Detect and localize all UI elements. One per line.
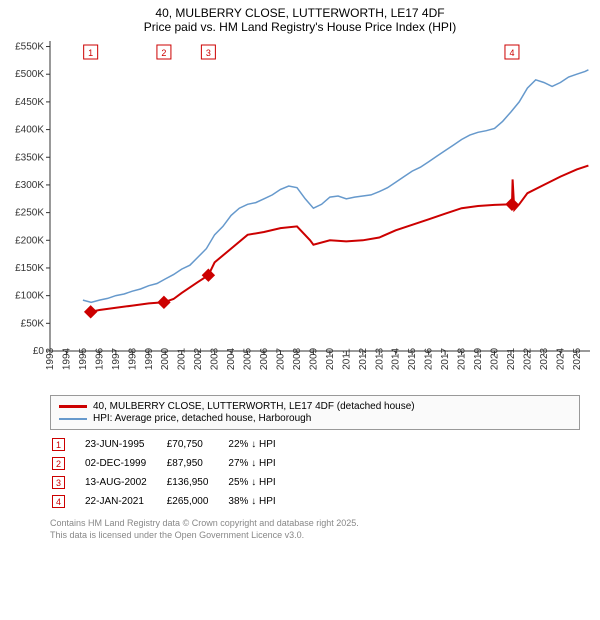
x-tick-label: 2008 [292,347,303,370]
transaction-row: 3 13-AUG-2002£136,95025% ↓ HPI [52,474,294,491]
legend-swatch [59,405,87,408]
transaction-row: 2 02-DEC-1999£87,95027% ↓ HPI [52,455,294,472]
x-tick-label: 1996 [94,347,105,370]
transaction-date: 13-AUG-2002 [85,474,165,491]
legend-swatch [59,418,87,420]
transaction-row: 1 23-JUN-1995£70,75022% ↓ HPI [52,436,294,453]
transaction-date: 22-JAN-2021 [85,493,165,510]
transaction-marker: 3 [52,476,65,489]
transaction-date: 02-DEC-1999 [85,455,165,472]
x-tick-label: 2025 [572,347,583,370]
x-tick-label: 2016 [424,347,435,370]
x-tick-label: 2011 [341,348,352,370]
transaction-delta: 27% ↓ HPI [228,455,293,472]
legend-item: 40, MULBERRY CLOSE, LUTTERWORTH, LE17 4D… [59,401,571,412]
x-tick-label: 2000 [160,347,171,370]
transaction-delta: 38% ↓ HPI [228,493,293,510]
x-tick-label: 1994 [61,347,72,370]
price-marker [85,306,97,318]
y-tick-label: £550K [15,42,44,53]
marker-ref-num: 1 [88,48,93,58]
transactions-table: 1 23-JUN-1995£70,75022% ↓ HPI 2 02-DEC-1999… [50,434,296,512]
x-tick-label: 2013 [374,347,385,370]
footnote-line-2: This data is licensed under the Open Gov… [50,530,580,542]
x-tick-label: 2004 [226,347,237,370]
legend-item: HPI: Average price, detached house, Harb… [59,413,571,424]
line-chart: £0 £50K £100K £150K £200K £250K £300K £350K £400… [0,36,600,391]
x-tick-label: 2022 [522,347,533,370]
series-price_paid [91,166,589,312]
y-tick-label: £400K [15,125,44,136]
x-tick-label: 2012 [358,347,369,370]
x-tick-label: 1993 [45,347,56,370]
x-tick-label: 2021 [506,347,517,370]
transaction-price: £70,750 [167,436,227,453]
price-marker [202,269,214,281]
price-marker [158,296,170,308]
y-tick-label: £50K [21,318,45,329]
x-tick-label: 2005 [243,347,254,370]
legend-label: HPI: Average price, detached house, Harb… [93,413,311,424]
x-tick-label: 2014 [391,347,402,370]
transaction-marker: 2 [52,457,65,470]
chart-container: £0 £50K £100K £150K £200K £250K £300K £350K £400… [0,36,600,391]
marker-ref-num: 3 [206,48,211,58]
x-tick-label: 1999 [144,347,155,370]
x-tick-label: 1997 [111,347,122,370]
x-tick-label: 2017 [440,347,451,370]
y-tick-label: £350K [15,152,44,163]
x-tick-label: 2002 [193,347,204,370]
transaction-delta: 22% ↓ HPI [228,436,293,453]
marker-ref-num: 4 [509,48,514,58]
x-tick-label: 1998 [127,347,138,370]
y-tick-label: £100K [15,291,44,302]
legend-label: 40, MULBERRY CLOSE, LUTTERWORTH, LE17 4D… [93,401,415,412]
footnote-line-1: Contains HM Land Registry data © Crown c… [50,518,580,530]
x-tick-label: 2015 [407,347,418,370]
y-tick-label: £300K [15,180,44,191]
transaction-price: £87,950 [167,455,227,472]
y-tick-label: £500K [15,69,44,80]
x-tick-label: 2003 [210,347,221,370]
transaction-date: 23-JUN-1995 [85,436,165,453]
footnote: Contains HM Land Registry data © Crown c… [50,518,580,541]
legend: 40, MULBERRY CLOSE, LUTTERWORTH, LE17 4D… [50,395,580,430]
marker-ref-num: 2 [161,48,166,58]
x-tick-label: 2009 [308,347,319,370]
x-tick-label: 2010 [325,347,336,370]
transaction-marker: 4 [52,495,65,508]
x-tick-label: 2024 [555,347,566,370]
y-tick-label: £150K [15,263,44,274]
transaction-price: £136,950 [167,474,227,491]
title-line-1: 40, MULBERRY CLOSE, LUTTERWORTH, LE17 4D… [0,6,600,20]
title-line-2: Price paid vs. HM Land Registry's House … [0,20,600,34]
x-tick-label: 2023 [539,347,550,370]
x-tick-label: 2006 [259,347,270,370]
y-tick-label: £450K [15,97,44,108]
y-tick-label: £250K [15,208,44,219]
x-tick-label: 2020 [490,347,501,370]
x-tick-label: 2019 [473,347,484,370]
x-tick-label: 2001 [177,347,188,370]
chart-title-block: 40, MULBERRY CLOSE, LUTTERWORTH, LE17 4D… [0,0,600,36]
y-tick-label: £0 [33,346,45,357]
transaction-marker: 1 [52,438,65,451]
y-tick-label: £200K [15,235,44,246]
transaction-delta: 25% ↓ HPI [228,474,293,491]
x-tick-label: 2018 [457,347,468,370]
transaction-row: 4 22-JAN-2021£265,00038% ↓ HPI [52,493,294,510]
x-tick-label: 1995 [78,347,89,370]
x-tick-label: 2007 [275,347,286,370]
transaction-price: £265,000 [167,493,227,510]
